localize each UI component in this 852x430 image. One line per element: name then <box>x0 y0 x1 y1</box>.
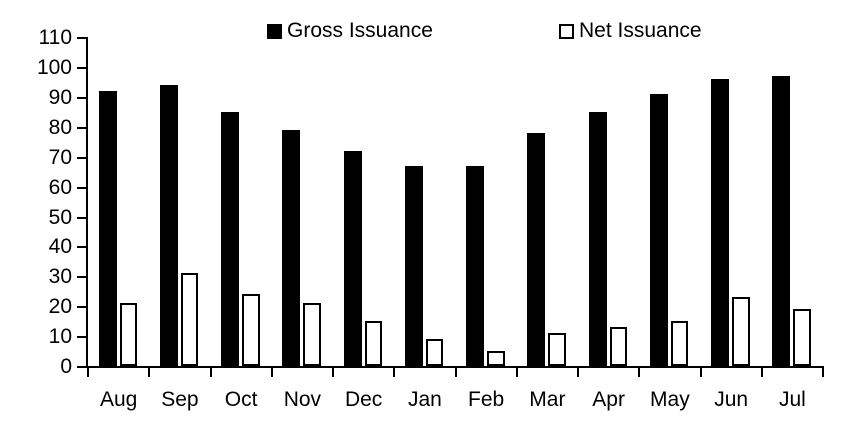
legend-item-gross-issuance: Gross Issuance <box>267 19 433 42</box>
net-bar-sep <box>180 273 199 366</box>
y-axis-tick-label: 0 <box>60 355 72 378</box>
x-axis-label-jul: Jul <box>778 388 806 411</box>
net-bar-mar <box>548 333 566 366</box>
net-issuance-swatch-icon <box>559 23 574 39</box>
gross-bar-apr <box>588 112 607 366</box>
net-bar-nov <box>303 303 321 366</box>
x-axis-label-dec: Dec <box>344 388 383 411</box>
x-axis-tick <box>87 368 89 377</box>
y-axis-tick <box>77 216 87 219</box>
y-axis-tick-label: 90 <box>48 85 72 109</box>
net-bar-oct <box>242 294 260 366</box>
net-bar-jun <box>732 297 750 366</box>
y-axis-tick <box>77 186 87 189</box>
y-axis-tick <box>77 126 87 129</box>
x-axis-tick <box>638 368 641 377</box>
y-axis-tick-label: 20 <box>48 295 72 319</box>
y-axis-tick-label: 110 <box>38 26 72 50</box>
y-axis-tick-label: 70 <box>48 145 72 169</box>
gross-bar-sep <box>159 85 178 366</box>
gross-bar-nov <box>282 130 301 366</box>
y-axis-tick-label: 30 <box>48 265 72 289</box>
x-axis-label-mar: Mar <box>529 388 566 411</box>
x-axis-label-oct: Oct <box>224 388 258 411</box>
y-axis-tick <box>77 276 87 279</box>
y-axis-tick <box>77 366 87 368</box>
gross-bar-jul <box>772 76 791 366</box>
y-axis-tick <box>77 67 87 69</box>
y-axis-tick <box>77 37 87 40</box>
x-axis-label-apr: Apr <box>592 388 625 411</box>
y-axis-tick-label: 100 <box>36 56 72 79</box>
y-axis-tick <box>77 306 87 309</box>
net-bar-apr <box>609 327 627 366</box>
y-axis-tick-label: 80 <box>48 115 72 139</box>
x-axis-label-jun: Jun <box>714 388 749 411</box>
legend-item-net-issuance: Net Issuance <box>559 19 702 42</box>
net-bar-jan <box>425 339 444 366</box>
x-axis-label-may: May <box>650 388 690 411</box>
x-axis-tick <box>332 368 334 377</box>
x-axis-tick <box>393 368 396 377</box>
x-axis-tick <box>209 368 212 377</box>
gross-issuance-legend-label: Gross Issuance <box>287 19 433 42</box>
gross-bar-may <box>649 94 668 366</box>
net-bar-aug <box>119 303 137 366</box>
net-bar-feb <box>487 351 505 366</box>
gross-bar-feb <box>466 166 484 366</box>
x-axis-label-sep: Sep <box>161 388 199 411</box>
y-axis-tick <box>77 336 87 339</box>
x-axis-label-feb: Feb <box>468 388 505 411</box>
x-axis-label-aug: Aug <box>99 388 138 411</box>
gross-bar-oct <box>221 112 239 366</box>
x-axis-label-nov: Nov <box>283 388 322 411</box>
x-axis-tick <box>148 368 151 377</box>
x-axis-tick <box>760 368 763 377</box>
gross-bar-mar <box>527 133 546 366</box>
x-axis-tick <box>699 368 702 377</box>
net-bar-jul <box>793 309 811 366</box>
gross-issuance-swatch-icon <box>267 23 282 39</box>
y-axis-tick-label: 40 <box>48 235 72 259</box>
gross-bar-jun <box>711 79 729 366</box>
y-axis-line <box>86 37 88 368</box>
y-axis-tick <box>77 96 87 99</box>
y-axis-tick-label: 50 <box>48 205 72 229</box>
net-issuance-legend-label: Net Issuance <box>579 19 702 42</box>
y-axis-tick <box>77 246 87 249</box>
x-axis-tick <box>822 368 824 377</box>
gross-bar-jan <box>404 166 423 366</box>
x-axis-label-jan: Jan <box>407 388 442 411</box>
gross-bar-dec <box>343 151 362 366</box>
net-bar-dec <box>364 321 382 366</box>
x-axis-tick <box>454 368 457 377</box>
x-axis-tick <box>515 368 518 377</box>
y-axis-tick <box>77 156 87 159</box>
y-axis-tick-label: 10 <box>48 325 72 349</box>
x-axis-tick <box>577 368 579 377</box>
y-axis-tick-label: 60 <box>48 175 72 199</box>
net-bar-may <box>670 321 689 366</box>
x-axis-line <box>86 366 824 368</box>
gross-bar-aug <box>98 91 117 366</box>
x-axis-tick <box>270 368 273 377</box>
